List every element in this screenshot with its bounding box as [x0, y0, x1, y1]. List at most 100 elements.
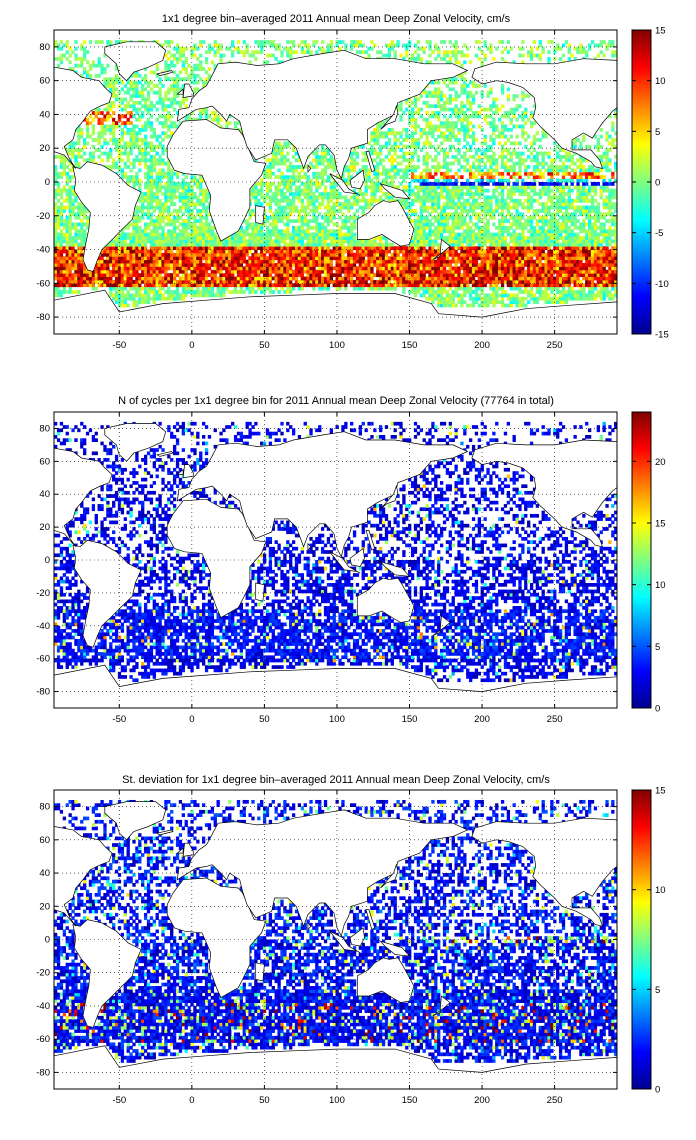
data-cell [390, 273, 394, 277]
data-cell [300, 192, 304, 196]
data-cell [599, 269, 603, 274]
data-cell [56, 279, 61, 284]
data-cell [85, 225, 90, 230]
data-cell [587, 239, 592, 244]
data-cell [175, 273, 180, 277]
data-cell [152, 249, 156, 254]
data-cell [172, 273, 177, 277]
data-cell [509, 236, 513, 240]
data-cell [399, 202, 403, 207]
data-cell [390, 266, 394, 271]
data-cell [387, 198, 392, 203]
data-cell [251, 283, 255, 288]
data-cell [138, 198, 142, 203]
data-cell [239, 283, 244, 288]
data-cell [532, 212, 537, 217]
data-cell [231, 263, 235, 267]
data-cell [251, 256, 255, 261]
data-cell [564, 266, 569, 271]
data-cell [149, 283, 154, 288]
data-cell [431, 263, 435, 267]
data-cell [419, 232, 423, 237]
data-cell [416, 192, 421, 196]
data-cell [431, 293, 435, 298]
data-cell [492, 303, 496, 308]
data-cell [463, 293, 467, 298]
data-cell [448, 273, 452, 277]
data-cell [56, 232, 61, 237]
data-cell [587, 236, 592, 240]
data-cell [582, 266, 586, 271]
data-cell [599, 293, 603, 298]
data-cell [480, 219, 484, 223]
data-cell [529, 273, 534, 277]
data-cell [350, 273, 354, 277]
data-cell [74, 195, 78, 200]
data-cell [512, 222, 516, 227]
data-cell [434, 263, 438, 267]
data-cell [257, 188, 261, 193]
data-cell [326, 195, 331, 200]
data-cell [434, 229, 438, 234]
panel-1: 1x1 degree bin–averaged 2011 Annual mean… [36, 13, 668, 351]
data-cell [538, 263, 542, 267]
data-cell [541, 222, 545, 227]
data-cell [582, 283, 586, 288]
data-cell [364, 252, 368, 257]
data-cell [80, 279, 84, 284]
data-cell [245, 249, 249, 254]
data-cell [500, 212, 505, 217]
data-cell [576, 266, 580, 271]
data-cell [532, 269, 537, 274]
data-cell [146, 212, 151, 217]
data-cell [515, 283, 519, 288]
data-cell [471, 300, 476, 304]
data-cell [483, 188, 487, 193]
data-cell [567, 296, 571, 301]
data-cell [468, 215, 473, 220]
data-cell [77, 229, 81, 234]
data-cell [74, 279, 78, 284]
data-cell [199, 256, 203, 261]
data-cell [54, 219, 58, 223]
data-cell [297, 242, 302, 247]
data-cell [260, 249, 264, 254]
data-cell [596, 269, 600, 274]
data-cell [570, 242, 574, 247]
data-cell [515, 232, 519, 237]
data-cell [225, 269, 229, 274]
data-cell [367, 269, 371, 274]
data-cell [300, 283, 304, 288]
data-cell [143, 192, 148, 196]
data-cell [486, 269, 490, 274]
data-cell [590, 286, 595, 291]
data-cell [466, 225, 470, 230]
data-cell [413, 212, 418, 217]
data-cell [233, 246, 238, 250]
data-cell [460, 212, 464, 217]
data-cell [451, 188, 455, 193]
data-cell [544, 209, 548, 213]
data-cell [376, 259, 380, 264]
data-cell [573, 269, 577, 274]
data-cell [146, 215, 151, 220]
data-cell [541, 209, 545, 213]
data-cell [500, 229, 505, 234]
data-cell [379, 239, 383, 244]
data-cell [277, 209, 281, 213]
data-cell [187, 225, 191, 230]
data-cell [541, 256, 545, 261]
data-cell [471, 296, 476, 301]
data-cell [480, 303, 484, 308]
data-cell [242, 246, 246, 250]
data-cell [364, 259, 368, 264]
data-cell [338, 225, 342, 230]
data-cell [271, 182, 275, 186]
data-cell [425, 182, 429, 186]
data-cell [364, 269, 368, 274]
data-cell [579, 195, 583, 200]
data-cell [556, 202, 560, 207]
data-cell [416, 256, 421, 261]
data-cell [161, 276, 165, 281]
data-cell [498, 236, 502, 240]
